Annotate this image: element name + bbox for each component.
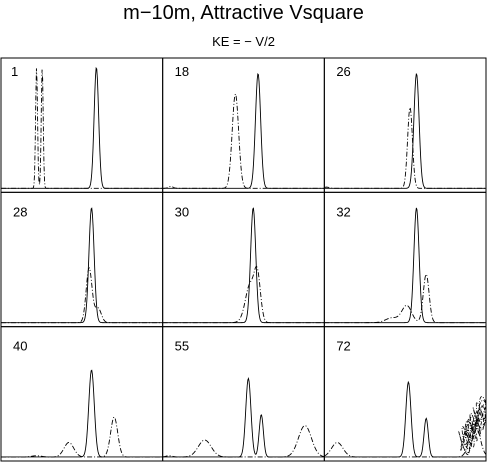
chart-subtitle: KE = − V/2 [212,34,275,49]
panel-label: 28 [13,204,27,219]
panel-label: 26 [336,64,350,79]
dashed-series [162,265,325,324]
panel-label: 18 [175,64,189,79]
tangled-series [458,396,487,456]
dashed-series [1,267,163,324]
panel-55: 55 [162,326,325,462]
panel-label: 1 [11,64,18,79]
solid-series [162,207,325,324]
panel-label: 55 [175,339,189,354]
dashed-series [1,416,163,458]
solid-series [1,207,163,324]
dashed-series [162,92,325,189]
dashed-series [1,68,163,189]
panel-18: 18 [162,57,325,193]
solid-series [162,377,325,458]
panel-26: 26 [323,57,487,193]
solid-series [1,66,163,189]
solid-series [1,369,163,458]
panel-1: 1 [0,57,164,193]
solid-series [324,380,486,458]
panel-label: 40 [13,339,27,354]
solid-series [324,73,486,189]
panel-30: 30 [162,191,325,328]
dashed-series [162,425,325,458]
panel-32: 32 [323,191,487,328]
panel-label: 72 [336,339,350,354]
panel-frame [323,326,487,462]
chart-title: m−10m, Attractive Vsquare [123,2,364,24]
solid-series [324,207,486,324]
dashed-series [324,273,486,324]
panel-72: 72 [323,326,487,462]
panel-28: 28 [0,191,164,328]
panel-frame [0,57,164,193]
panel-label: 30 [175,204,189,219]
panel-label: 32 [336,204,350,219]
panel-40: 40 [0,326,164,462]
dashed-series [324,105,486,189]
solid-series [162,72,325,189]
